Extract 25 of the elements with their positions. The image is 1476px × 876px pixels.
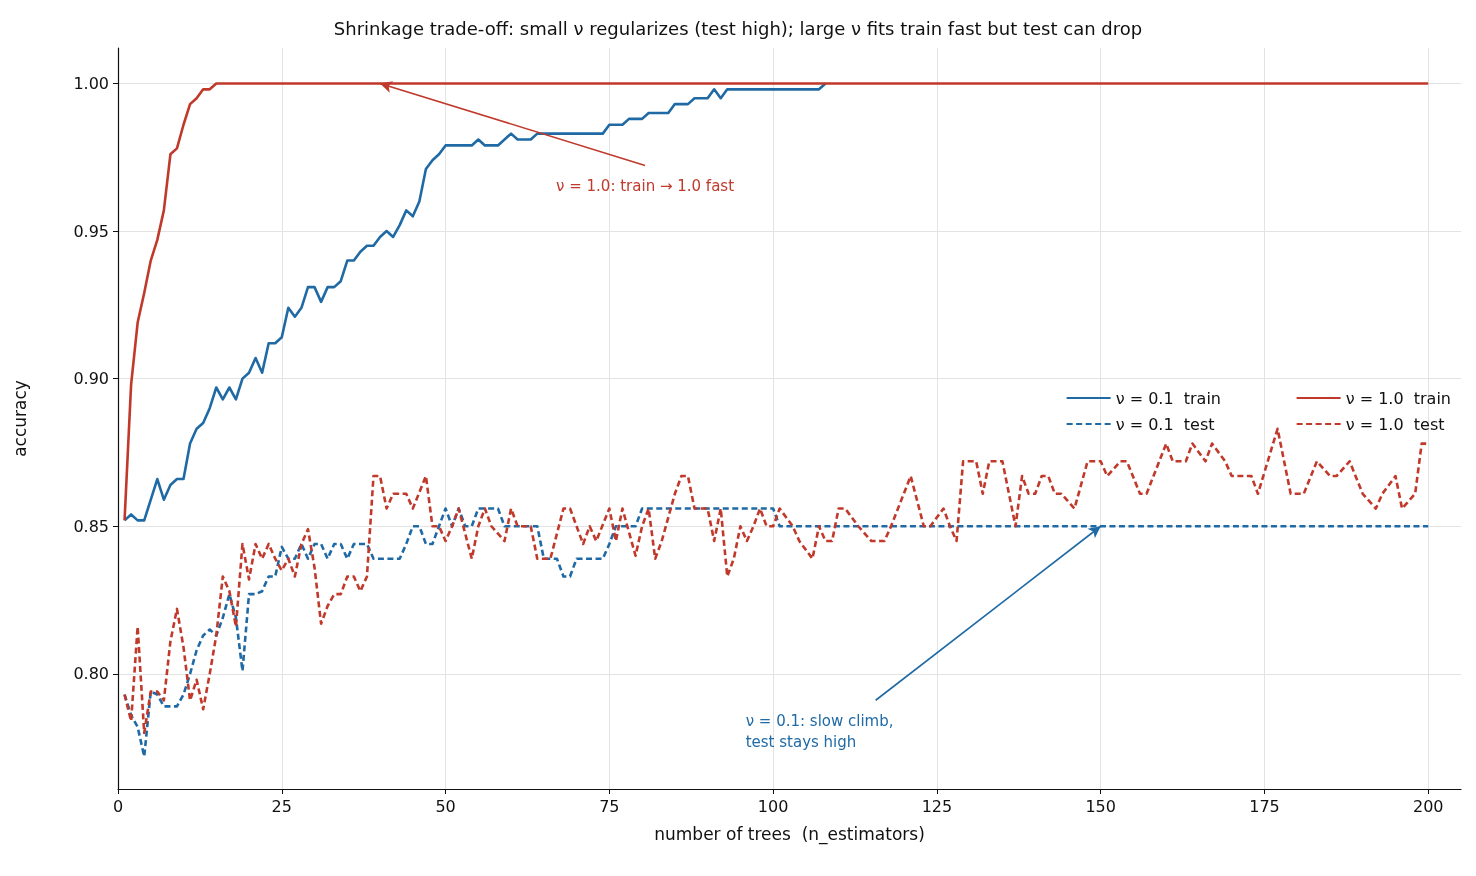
x-tick-label: 50 (435, 796, 456, 816)
y-axis-title: accuracy (9, 380, 30, 457)
x-tick-label: 25 (271, 796, 292, 816)
line-series (123, 507, 1430, 758)
legend-label: ν = 0.1 train (1115, 388, 1221, 408)
y-tick-label: 0.85 (73, 516, 109, 536)
y-tick-label: 1.00 (73, 73, 109, 93)
annotation: ν = 1.0: train → 1.0 fast (556, 177, 735, 196)
x-tick-label: 100 (757, 796, 789, 816)
x-axis-title: number of trees (n_estimators) (654, 823, 925, 845)
chart-title: Shrinkage trade-off: small ν regularizes (test high); large ν fits train fast but test can drop (333, 17, 1143, 39)
legend-label: ν = 1.0 test (1345, 414, 1445, 434)
annotation: ν = 0.1: slow climb, test stays high (745, 712, 894, 752)
x-tick-label: 0 (112, 796, 124, 816)
y-tick-label: 0.90 (73, 369, 109, 389)
y-tick-label: 0.95 (73, 221, 109, 241)
x-tick-label: 125 (921, 796, 953, 816)
x-tick-label: 75 (599, 796, 620, 816)
legend-label: ν = 0.1 test (1115, 414, 1215, 434)
x-tick-label: 200 (1412, 796, 1444, 816)
y-tick-label: 0.80 (73, 664, 109, 684)
x-tick-label: 150 (1085, 796, 1116, 816)
line-series (123, 82, 827, 522)
x-tick-label: 175 (1249, 796, 1280, 816)
legend-label: ν = 1.0 train (1345, 388, 1451, 408)
